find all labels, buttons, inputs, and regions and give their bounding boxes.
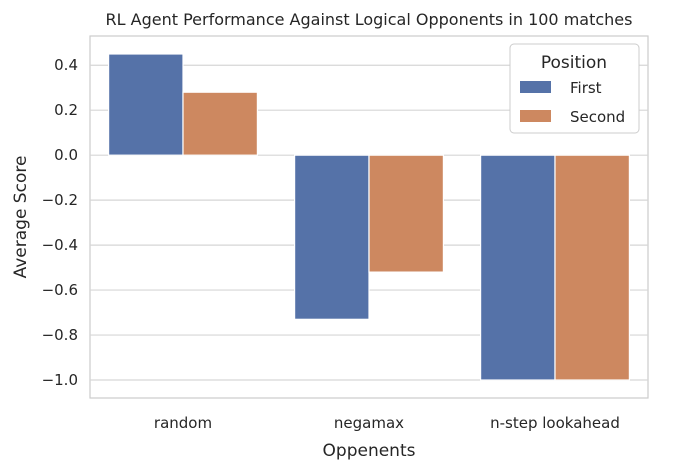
chart-title: RL Agent Performance Against Logical Opp… [106, 10, 633, 29]
bar-first-1 [294, 154, 370, 320]
legend: Position First Second [509, 43, 640, 134]
y-tick-label: 0.4 [54, 56, 78, 74]
y-tick-label: −0.6 [42, 281, 78, 299]
bars [107, 53, 631, 381]
x-axis-label: Oppenents [323, 441, 416, 461]
bar-first-0 [107, 53, 184, 156]
bar-second-0 [182, 91, 259, 156]
x-axis-ticks: random negamax n-step lookahead [154, 414, 620, 432]
y-tick-label: 0.0 [54, 146, 78, 164]
legend-swatch-second [520, 110, 551, 122]
legend-label-first: First [570, 79, 602, 97]
y-tick-label: 0.2 [54, 101, 78, 119]
y-tick-label: −0.2 [42, 191, 78, 209]
y-axis-label: Average Score [11, 156, 31, 279]
legend-label-second: Second [570, 108, 625, 126]
legend-swatch-first [520, 81, 551, 93]
bar-first-2 [480, 154, 556, 381]
x-tick-label: negamax [334, 414, 404, 432]
bar-second-1 [368, 154, 445, 273]
y-axis-ticks: 0.4 0.2 0.0 −0.2 −0.4 −0.6 −0.8 −1.0 [42, 56, 78, 389]
x-tick-label: random [154, 414, 212, 432]
y-tick-label: −0.8 [42, 326, 78, 344]
y-tick-label: −0.4 [42, 236, 78, 254]
legend-title: Position [541, 53, 607, 73]
y-tick-label: −1.0 [42, 371, 78, 389]
bar-second-2 [554, 154, 631, 381]
x-tick-label: n-step lookahead [490, 414, 620, 432]
